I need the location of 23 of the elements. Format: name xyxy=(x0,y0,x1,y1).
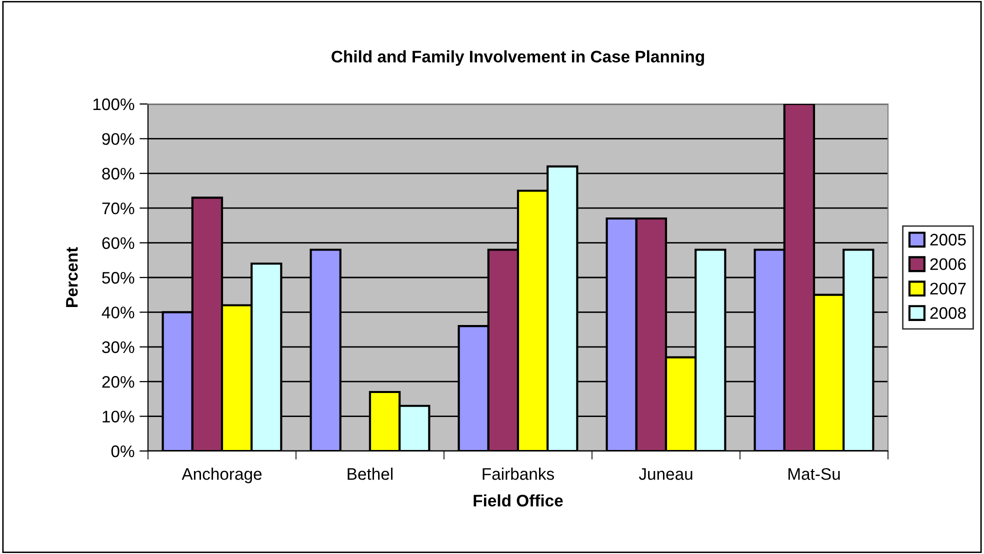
legend-label: 2005 xyxy=(930,234,966,246)
y-tick-label: 0% xyxy=(111,445,134,458)
y-tick-label: 60% xyxy=(102,237,134,250)
x-tick-label: Fairbanks xyxy=(482,468,554,480)
x-tick-label: Juneau xyxy=(638,468,692,480)
y-tick-label: 20% xyxy=(102,376,134,388)
legend-label: 2008 xyxy=(930,307,966,319)
y-tick-label: 100% xyxy=(93,98,134,110)
y-tick-label: 30% xyxy=(102,341,134,354)
chart-title: Child and Family Involvement in Case Planning xyxy=(332,50,704,66)
legend-label: 2007 xyxy=(930,282,966,294)
x-tick-label: Mat-Su xyxy=(788,468,840,480)
x-tick-label: Anchorage xyxy=(182,468,262,484)
y-tick-label: 80% xyxy=(102,168,134,180)
x-tick-label: Bethel xyxy=(348,468,393,480)
y-tick-label: 70% xyxy=(102,202,134,214)
legend-label: 2006 xyxy=(930,258,966,270)
y-tick-label: 10% xyxy=(102,410,134,423)
y-tick-label: 40% xyxy=(102,306,134,318)
y-tick-label: 90% xyxy=(102,133,134,145)
x-axis-title: Field Office xyxy=(474,494,563,507)
y-axis-title: Percent xyxy=(66,247,78,307)
y-tick-label: 50% xyxy=(102,272,134,284)
